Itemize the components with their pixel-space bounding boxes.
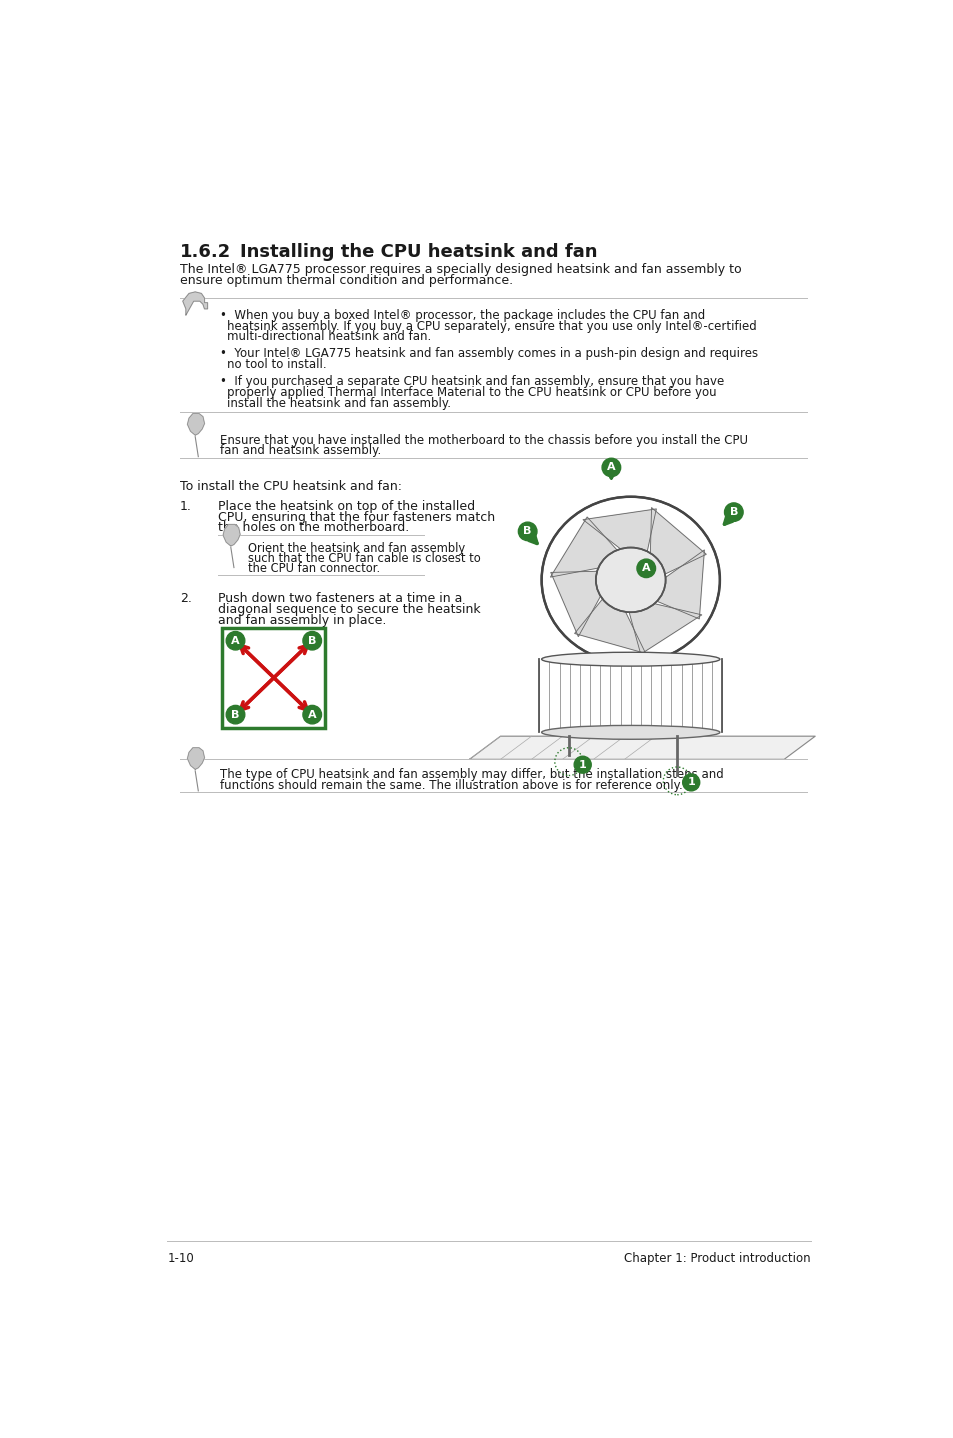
- Circle shape: [517, 522, 537, 541]
- Polygon shape: [223, 525, 240, 546]
- Text: B: B: [523, 526, 532, 536]
- Polygon shape: [187, 414, 204, 436]
- Polygon shape: [582, 509, 656, 552]
- Polygon shape: [650, 508, 705, 574]
- Text: the holes on the motherboard.: the holes on the motherboard.: [218, 522, 409, 535]
- Circle shape: [226, 706, 245, 723]
- Text: •  If you purchased a separate CPU heatsink and fan assembly, ensure that you ha: • If you purchased a separate CPU heatsi…: [220, 375, 723, 388]
- Text: 1.6.2: 1.6.2: [179, 243, 231, 262]
- Text: ensure optimum thermal condition and performance.: ensure optimum thermal condition and per…: [179, 275, 513, 288]
- Circle shape: [723, 503, 742, 522]
- Text: the CPU fan connector.: the CPU fan connector.: [248, 562, 379, 575]
- Text: such that the CPU fan cable is closest to: such that the CPU fan cable is closest t…: [248, 552, 480, 565]
- Text: fan and heatsink assembly.: fan and heatsink assembly.: [220, 444, 381, 457]
- Text: and fan assembly in place.: and fan assembly in place.: [218, 614, 386, 627]
- Text: A: A: [308, 709, 316, 719]
- Text: The Intel® LGA775 processor requires a specially designed heatsink and fan assem: The Intel® LGA775 processor requires a s…: [179, 263, 740, 276]
- Text: •  When you buy a boxed Intel® processor, the package includes the CPU fan and: • When you buy a boxed Intel® processor,…: [220, 309, 704, 322]
- Polygon shape: [628, 604, 701, 654]
- Text: Place the heatsink on top of the installed: Place the heatsink on top of the install…: [218, 500, 476, 513]
- Polygon shape: [187, 748, 204, 769]
- Text: 1: 1: [686, 778, 695, 788]
- Circle shape: [303, 631, 321, 650]
- Text: CPU, ensuring that the four fasteners match: CPU, ensuring that the four fasteners ma…: [218, 510, 495, 523]
- Circle shape: [637, 559, 655, 578]
- Circle shape: [574, 756, 591, 774]
- Text: install the heatsink and fan assembly.: install the heatsink and fan assembly.: [227, 397, 451, 410]
- Bar: [222, 627, 325, 728]
- Circle shape: [303, 706, 321, 723]
- Text: no tool to install.: no tool to install.: [227, 358, 326, 371]
- Text: A: A: [231, 636, 239, 646]
- Text: diagonal sequence to secure the heatsink: diagonal sequence to secure the heatsink: [218, 603, 480, 615]
- Text: B: B: [231, 709, 239, 719]
- Text: Push down two fasteners at a time in a: Push down two fasteners at a time in a: [218, 592, 462, 605]
- Polygon shape: [183, 292, 208, 315]
- Polygon shape: [469, 736, 815, 759]
- Text: Chapter 1: Product introduction: Chapter 1: Product introduction: [623, 1252, 810, 1265]
- Text: Installing the CPU heatsink and fan: Installing the CPU heatsink and fan: [240, 243, 597, 262]
- Text: Orient the heatsink and fan assembly: Orient the heatsink and fan assembly: [248, 542, 464, 555]
- Text: The type of CPU heatsink and fan assembly may differ, but the installation steps: The type of CPU heatsink and fan assembl…: [220, 768, 723, 781]
- Text: 2.: 2.: [179, 592, 192, 605]
- Polygon shape: [574, 598, 645, 653]
- Text: B: B: [308, 636, 316, 646]
- Circle shape: [601, 459, 620, 477]
- Text: 1-10: 1-10: [167, 1252, 193, 1265]
- Text: A: A: [606, 463, 615, 473]
- Text: functions should remain the same. The illustration above is for reference only.: functions should remain the same. The il…: [220, 778, 682, 791]
- Text: B: B: [729, 508, 738, 518]
- Text: Ensure that you have installed the motherboard to the chassis before you install: Ensure that you have installed the mothe…: [220, 434, 747, 447]
- Ellipse shape: [541, 653, 720, 666]
- Circle shape: [226, 631, 245, 650]
- Text: A: A: [641, 564, 650, 574]
- Polygon shape: [550, 518, 617, 577]
- Text: multi-directional heatsink and fan.: multi-directional heatsink and fan.: [227, 331, 431, 344]
- Ellipse shape: [541, 725, 720, 739]
- Polygon shape: [656, 549, 703, 618]
- Ellipse shape: [596, 548, 665, 613]
- Text: heatsink assembly. If you buy a CPU separately, ensure that you use only Intel®-: heatsink assembly. If you buy a CPU sepa…: [227, 319, 756, 332]
- Circle shape: [682, 774, 699, 791]
- Text: properly applied Thermal Interface Material to the CPU heatsink or CPU before yo: properly applied Thermal Interface Mater…: [227, 385, 716, 398]
- Text: 1.: 1.: [179, 500, 192, 513]
- Text: To install the CPU heatsink and fan:: To install the CPU heatsink and fan:: [179, 480, 401, 493]
- Polygon shape: [550, 571, 600, 637]
- Text: •  Your Intel® LGA775 heatsink and fan assembly comes in a push-pin design and r: • Your Intel® LGA775 heatsink and fan as…: [220, 348, 758, 361]
- Text: 1: 1: [578, 759, 586, 769]
